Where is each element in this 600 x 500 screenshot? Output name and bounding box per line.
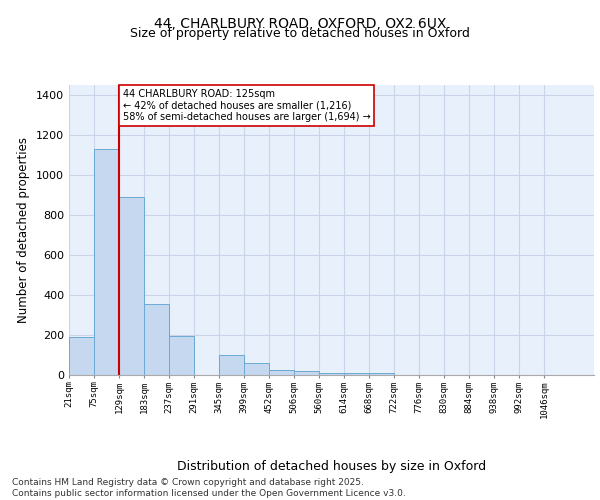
Bar (219, 355, 244, 375)
Text: 44 CHARLBURY ROAD: 125sqm
← 42% of detached houses are smaller (1,216)
58% of se: 44 CHARLBURY ROAD: 125sqm ← 42% of detac… (123, 89, 371, 122)
Bar (294, 371, 319, 375)
Bar (119, 197, 144, 375)
Bar (144, 304, 169, 375)
Bar (269, 370, 294, 375)
Bar (244, 363, 269, 375)
Bar (319, 373, 344, 375)
Bar (94, 149, 119, 375)
X-axis label: Distribution of detached houses by size in Oxford: Distribution of detached houses by size … (177, 460, 486, 473)
Text: 44, CHARLBURY ROAD, OXFORD, OX2 6UX: 44, CHARLBURY ROAD, OXFORD, OX2 6UX (154, 18, 446, 32)
Text: Contains HM Land Registry data © Crown copyright and database right 2025.
Contai: Contains HM Land Registry data © Crown c… (12, 478, 406, 498)
Y-axis label: Number of detached properties: Number of detached properties (17, 137, 31, 323)
Bar (169, 336, 194, 375)
Bar (344, 373, 369, 375)
Bar (69, 337, 94, 375)
Bar (369, 373, 394, 375)
Text: Size of property relative to detached houses in Oxford: Size of property relative to detached ho… (130, 28, 470, 40)
